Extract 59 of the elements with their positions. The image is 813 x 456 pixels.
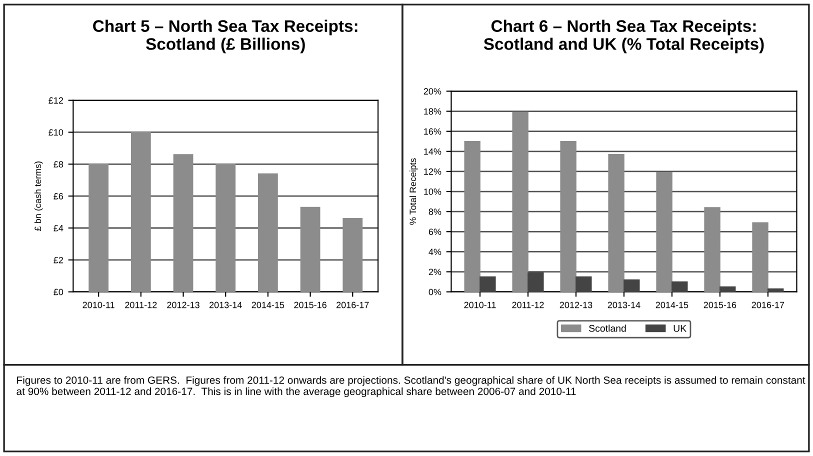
- y-tick-label: £8: [54, 161, 64, 168]
- x-tick-label: 2015-16: [294, 302, 326, 308]
- y-tick-label: 12%: [424, 168, 442, 175]
- bar: [624, 279, 640, 292]
- y-tick-label: 8%: [428, 208, 442, 215]
- y-tick-label: 2%: [428, 268, 442, 276]
- y-tick-label: 10%: [424, 188, 442, 195]
- x-tick-label: 2014-15: [656, 302, 688, 308]
- bar: [342, 218, 363, 292]
- bar: [300, 206, 320, 292]
- y-tick-label: 18%: [424, 108, 442, 115]
- y-axis-title: % Total Receipts: [409, 158, 418, 225]
- x-tick-label: 2013-14: [608, 302, 640, 308]
- bar: [130, 132, 151, 292]
- legend-label: Scotland: [589, 324, 626, 332]
- bar: [704, 207, 720, 292]
- x-tick-label: 2010-11: [464, 302, 496, 308]
- bar: [464, 140, 480, 292]
- bar: [528, 272, 544, 292]
- bar: [173, 154, 194, 292]
- bar: [258, 173, 278, 292]
- x-tick-label: 2012-13: [167, 302, 200, 308]
- x-tick-label: 2011-12: [512, 302, 544, 308]
- bar: [576, 276, 592, 292]
- x-tick-label: 2011-12: [125, 302, 157, 308]
- bar: [656, 172, 672, 292]
- legend-label: UK: [674, 325, 686, 332]
- text: Figures to 2010-11 are from GERS. Figures from 2011-12 onwards are projections. Scotland's geographical share of UK North Sea receipts is assumed to remain constant at 90% between 2011-12 and 2016-17. This is in line with the average geographical share between 2006-07 and 2010-11: [16, 376, 806, 398]
- x-tick-label: 2015-16: [704, 302, 736, 308]
- bar: [720, 286, 736, 292]
- y-tick-label: £12: [48, 97, 63, 104]
- x-tick-label: 2016-17: [752, 302, 784, 308]
- x-tick-label: 2012-13: [560, 302, 592, 308]
- x-tick-label: 2010-11: [82, 302, 114, 308]
- y-tick-label: 20%: [424, 88, 442, 95]
- y-tick-label: 16%: [424, 128, 442, 135]
- y-tick-label: £2: [54, 256, 63, 264]
- y-tick-label: 14%: [424, 148, 442, 155]
- chart-title: Chart 5 – North Sea Tax Receipts: Scotland (£ Billions): [93, 20, 358, 54]
- bar: [512, 112, 528, 292]
- y-tick-label: 0%: [428, 288, 442, 296]
- y-axis-title: £ bn (cash terms): [34, 162, 43, 231]
- y-tick-label: £10: [48, 129, 64, 136]
- x-tick-label: 2016-17: [336, 302, 369, 308]
- chart-title: Chart 6 – North Sea Tax Receipts: Scotland and UK (% Total Receipts): [484, 20, 764, 54]
- bar: [608, 154, 624, 292]
- x-tick-label: 2013-14: [210, 302, 242, 308]
- bar: [560, 140, 576, 292]
- y-tick-label: 6%: [428, 228, 442, 236]
- y-tick-label: £0: [54, 288, 64, 296]
- y-tick-label: £6: [54, 193, 64, 200]
- bar: [480, 276, 496, 292]
- y-tick-label: 4%: [428, 248, 442, 256]
- bar: [88, 164, 109, 292]
- bar: [672, 281, 688, 292]
- x-tick-label: 2014-15: [252, 302, 284, 308]
- bar: [216, 164, 236, 292]
- bar: [752, 222, 768, 292]
- y-tick-label: £4: [54, 224, 64, 232]
